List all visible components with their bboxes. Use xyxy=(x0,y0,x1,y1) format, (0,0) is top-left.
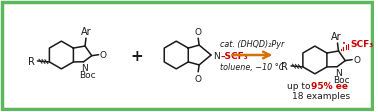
Text: O: O xyxy=(195,74,202,83)
Text: Boc: Boc xyxy=(333,75,349,84)
Text: 95% ee: 95% ee xyxy=(311,81,348,90)
Text: N: N xyxy=(213,51,220,60)
Text: R: R xyxy=(281,61,288,71)
Text: •: • xyxy=(342,41,346,47)
Text: Ar: Ar xyxy=(331,32,342,42)
Text: Ar: Ar xyxy=(81,27,91,37)
Text: O: O xyxy=(353,56,360,65)
Text: SCF₃: SCF₃ xyxy=(350,39,373,48)
Text: cat. (DHQD)₂Pyr: cat. (DHQD)₂Pyr xyxy=(220,40,285,49)
Text: R: R xyxy=(28,56,34,66)
Text: N: N xyxy=(81,63,88,72)
Text: N: N xyxy=(335,68,341,77)
Text: toluene, −10 °C: toluene, −10 °C xyxy=(220,62,285,71)
Text: +: + xyxy=(130,48,143,63)
Text: O: O xyxy=(195,28,202,37)
Text: O: O xyxy=(100,51,107,60)
Text: up to: up to xyxy=(287,81,313,90)
Text: 18 examples: 18 examples xyxy=(292,91,350,100)
Text: Boc: Boc xyxy=(79,70,96,79)
Text: –SCF₃: –SCF₃ xyxy=(221,51,249,60)
